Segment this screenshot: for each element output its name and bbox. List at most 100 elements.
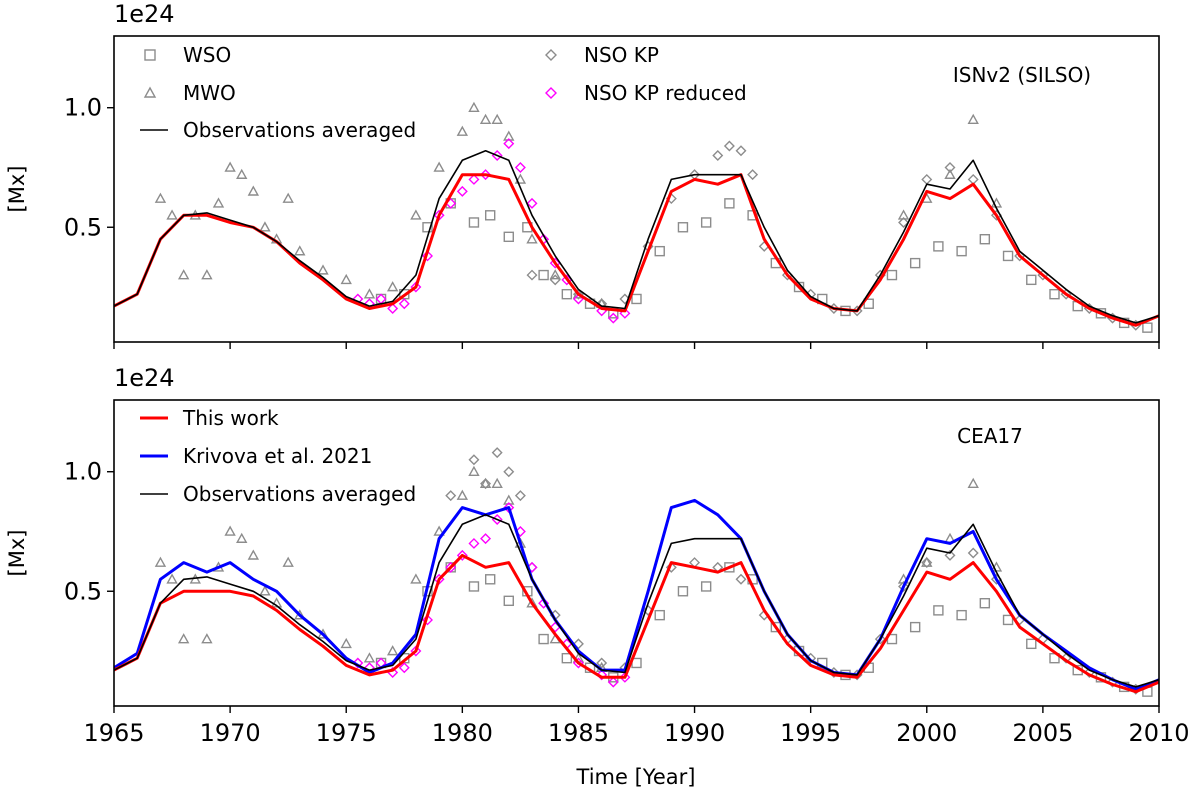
mwo-point <box>479 113 492 124</box>
x-tick-label: 1975 <box>316 719 377 747</box>
offset-label-top: 1e24 <box>114 0 175 28</box>
nso_kp_reduced-point <box>538 597 550 609</box>
wso-point <box>422 222 433 233</box>
plot-frame-bottom <box>113 399 1160 707</box>
mwo-point <box>177 633 190 644</box>
ticks-top: 0.5 1.0 <box>64 94 1160 349</box>
wso-point <box>561 288 573 300</box>
nso_kp-point <box>747 169 759 181</box>
wso-point <box>677 586 689 597</box>
mwo-point <box>967 113 979 124</box>
nso_kp_reduced-point <box>410 281 422 293</box>
series-layer-bottom <box>114 447 1159 697</box>
mwo-point <box>212 197 225 208</box>
wso-point <box>886 269 898 281</box>
nso_kp-point <box>874 633 886 645</box>
mwo-point <box>236 168 248 179</box>
mwo-point <box>259 221 271 232</box>
mwo-point <box>224 525 236 536</box>
wso-point <box>561 652 573 664</box>
x-tick-label: 1990 <box>664 719 725 747</box>
wso-point <box>654 609 665 621</box>
nso_kp_reduced-point <box>607 312 619 324</box>
wso-point <box>956 245 967 257</box>
nso_kp-point <box>898 216 910 228</box>
legend-label: Observations averaged <box>183 482 416 506</box>
wso-point <box>1142 322 1153 333</box>
wso-point <box>1049 288 1060 300</box>
wso-point <box>631 293 642 305</box>
wso-point <box>724 562 735 573</box>
offset-label-bottom: 1e24 <box>114 364 175 392</box>
krivova_2021-line <box>114 498 1159 691</box>
wso-point <box>979 234 991 245</box>
wso-point <box>979 598 991 609</box>
mwo-point <box>491 477 503 488</box>
wso-point <box>485 574 496 585</box>
ylabel-top: [Mx] <box>5 166 29 213</box>
mwo-point <box>247 549 260 560</box>
nso_kp-point <box>503 466 515 478</box>
y-tick-label: 0.5 <box>64 213 102 241</box>
legend-swatch <box>545 49 557 61</box>
wso-point <box>700 217 712 228</box>
wso-point <box>375 293 387 305</box>
x-tick-label: 2005 <box>1012 719 1073 747</box>
annotation-top: ISNv2 (SILSO) <box>953 63 1091 87</box>
observations_averaged-line <box>114 513 1159 688</box>
wso-point <box>485 210 496 221</box>
legend-label: NSO KP <box>584 43 659 67</box>
nso_kp-point <box>491 447 503 459</box>
nso_kp_reduced-point <box>607 676 619 688</box>
wso-point <box>503 595 514 607</box>
nso_kp-point <box>596 657 608 669</box>
nso_kp_reduced-point <box>398 662 410 674</box>
panel-bottom: 1e24 [Mx] 1965 1970 1975 1980 1985 1990 1995 20… <box>5 364 1190 747</box>
mwo-point <box>433 161 445 172</box>
y-tick-label: 1.0 <box>64 94 102 122</box>
nso_kp_reduced-point <box>526 197 538 209</box>
mwo-point <box>177 269 190 280</box>
legend-label: Krivova et al. 2021 <box>183 444 372 468</box>
wso-point <box>700 581 712 592</box>
nso_kp_reduced-point <box>410 645 422 657</box>
wso-point <box>1002 250 1014 262</box>
mwo-point <box>468 465 480 477</box>
nso_kp-point <box>921 173 933 185</box>
mwo-point <box>317 264 329 275</box>
series-layer-top <box>114 101 1159 333</box>
mwo-point <box>236 532 248 543</box>
nso_kp-point <box>967 547 979 559</box>
mwo-point <box>944 168 956 179</box>
wso-point <box>1026 638 1037 650</box>
wso-point <box>724 198 735 209</box>
wso-point <box>909 257 921 269</box>
nso_kp_reduced-point <box>375 293 387 305</box>
mwo-point <box>363 652 376 663</box>
ylabel-bottom: [Mx] <box>5 530 29 577</box>
mwo-point <box>456 489 469 500</box>
nso_kp-point <box>944 549 956 561</box>
nso_kp-point <box>712 150 724 162</box>
wso-point <box>909 621 921 633</box>
legend-swatch <box>143 86 157 98</box>
mwo-point <box>549 269 561 280</box>
nso_kp_reduced-point <box>398 298 410 310</box>
nso_kp_reduced-point <box>468 173 480 185</box>
x-tick-label: 2010 <box>1128 719 1189 747</box>
x-tick-label: 1985 <box>548 719 609 747</box>
mwo-point <box>526 233 538 244</box>
wso-point <box>1002 614 1014 626</box>
wso-point <box>468 581 480 592</box>
legend-label: NSO KP reduced <box>584 81 747 105</box>
legend-label: Observations averaged <box>183 118 416 142</box>
wso-point <box>654 245 665 257</box>
nso_kp-point <box>735 145 747 157</box>
x-tick-label: 1995 <box>780 719 841 747</box>
mwo-point <box>201 633 213 644</box>
wso-point <box>538 269 549 281</box>
nso_kp-point <box>723 140 735 152</box>
legend-label: MWO <box>183 81 236 105</box>
mwo-point <box>270 597 283 608</box>
